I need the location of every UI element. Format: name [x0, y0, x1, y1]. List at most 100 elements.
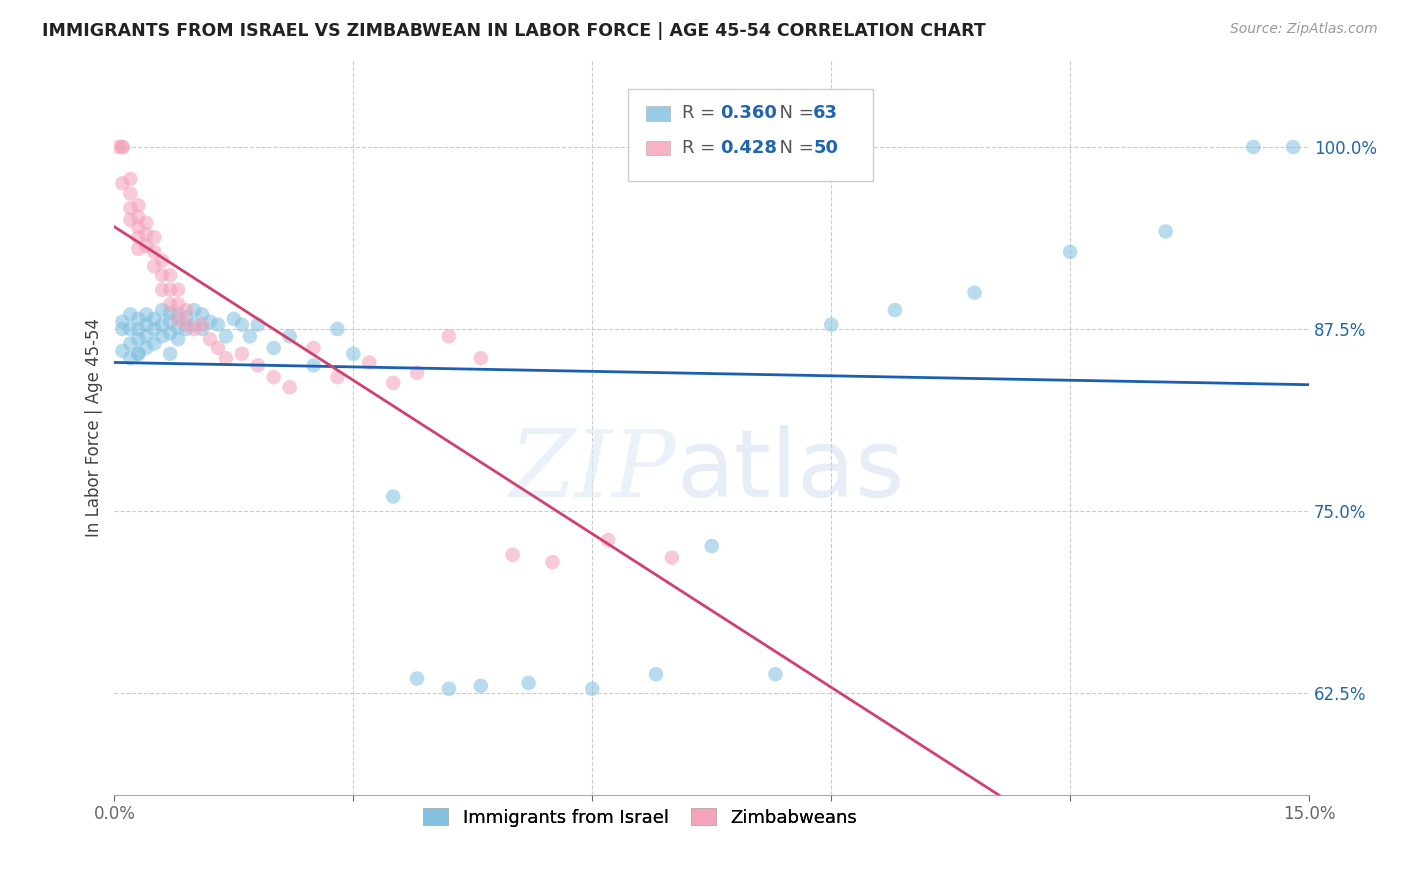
Point	[120, 308, 142, 322]
Point	[191, 318, 214, 332]
Point	[127, 347, 149, 361]
Point	[263, 370, 285, 384]
Point	[135, 329, 157, 343]
Point	[359, 355, 381, 369]
Point	[111, 343, 134, 358]
Text: 0.428: 0.428	[720, 139, 778, 157]
Point	[135, 227, 157, 242]
Point	[150, 253, 173, 268]
Point	[135, 216, 157, 230]
Point	[167, 297, 190, 311]
Point	[150, 329, 173, 343]
Point	[541, 555, 564, 569]
Point	[111, 140, 134, 154]
Point	[120, 351, 142, 366]
Text: N =: N =	[768, 104, 820, 122]
Text: N =: N =	[768, 139, 820, 157]
Point	[326, 322, 349, 336]
Point	[127, 311, 149, 326]
Text: atlas: atlas	[676, 425, 904, 517]
Point	[143, 244, 166, 259]
Point	[246, 359, 269, 373]
Point	[302, 359, 325, 373]
Point	[167, 332, 190, 346]
Point	[470, 679, 492, 693]
Point	[231, 347, 253, 361]
Point	[502, 548, 524, 562]
Point	[174, 318, 197, 332]
Legend: Immigrants from Israel, Zimbabweans: Immigrants from Israel, Zimbabweans	[416, 801, 865, 834]
Point	[1282, 140, 1305, 154]
Point	[342, 347, 364, 361]
Point	[111, 140, 134, 154]
Point	[159, 347, 181, 361]
Point	[382, 490, 405, 504]
Point	[120, 186, 142, 201]
Point	[111, 177, 134, 191]
Point	[120, 322, 142, 336]
Point	[127, 242, 149, 256]
Point	[167, 320, 190, 334]
Point	[159, 268, 181, 282]
Point	[135, 318, 157, 332]
Text: ZIP: ZIP	[509, 426, 676, 516]
Point	[111, 315, 134, 329]
Point	[167, 311, 190, 326]
Point	[581, 681, 603, 696]
Point	[437, 329, 460, 343]
Point	[107, 140, 129, 154]
Point	[150, 268, 173, 282]
Text: R =: R =	[682, 139, 721, 157]
Point	[207, 341, 229, 355]
Point	[143, 322, 166, 336]
Point	[174, 310, 197, 325]
Point	[150, 303, 173, 318]
Point	[215, 329, 238, 343]
Point	[765, 667, 787, 681]
Point	[246, 318, 269, 332]
Point	[215, 351, 238, 366]
Point	[174, 303, 197, 318]
Point	[191, 322, 214, 336]
Point	[159, 306, 181, 320]
Point	[1154, 224, 1177, 238]
Point	[183, 318, 205, 332]
Point	[820, 318, 842, 332]
Y-axis label: In Labor Force | Age 45-54: In Labor Force | Age 45-54	[86, 318, 103, 537]
Point	[111, 322, 134, 336]
Point	[127, 210, 149, 224]
Point	[470, 351, 492, 366]
Point	[263, 341, 285, 355]
Point	[159, 326, 181, 341]
Point	[661, 550, 683, 565]
Point	[143, 230, 166, 244]
Point	[167, 283, 190, 297]
Point	[207, 318, 229, 332]
Point	[127, 230, 149, 244]
Point	[278, 380, 301, 394]
Text: IMMIGRANTS FROM ISRAEL VS ZIMBABWEAN IN LABOR FORCE | AGE 45-54 CORRELATION CHAR: IMMIGRANTS FROM ISRAEL VS ZIMBABWEAN IN …	[42, 22, 986, 40]
Bar	[645, 141, 669, 155]
Point	[127, 347, 149, 361]
Point	[700, 539, 723, 553]
Point	[143, 336, 166, 351]
Point	[645, 667, 668, 681]
Point	[222, 311, 245, 326]
Point	[1059, 244, 1081, 259]
Point	[884, 303, 907, 318]
Point	[183, 322, 205, 336]
Point	[598, 533, 620, 548]
Point	[159, 315, 181, 329]
Text: 0.360: 0.360	[720, 104, 778, 122]
Point	[127, 198, 149, 212]
Point	[127, 220, 149, 235]
Point	[963, 285, 986, 300]
Point	[120, 201, 142, 215]
Point	[150, 318, 173, 332]
FancyBboxPatch shape	[628, 89, 873, 181]
Point	[150, 283, 173, 297]
Point	[198, 332, 221, 346]
Text: 50: 50	[813, 139, 838, 157]
Point	[517, 676, 540, 690]
Point	[239, 329, 262, 343]
